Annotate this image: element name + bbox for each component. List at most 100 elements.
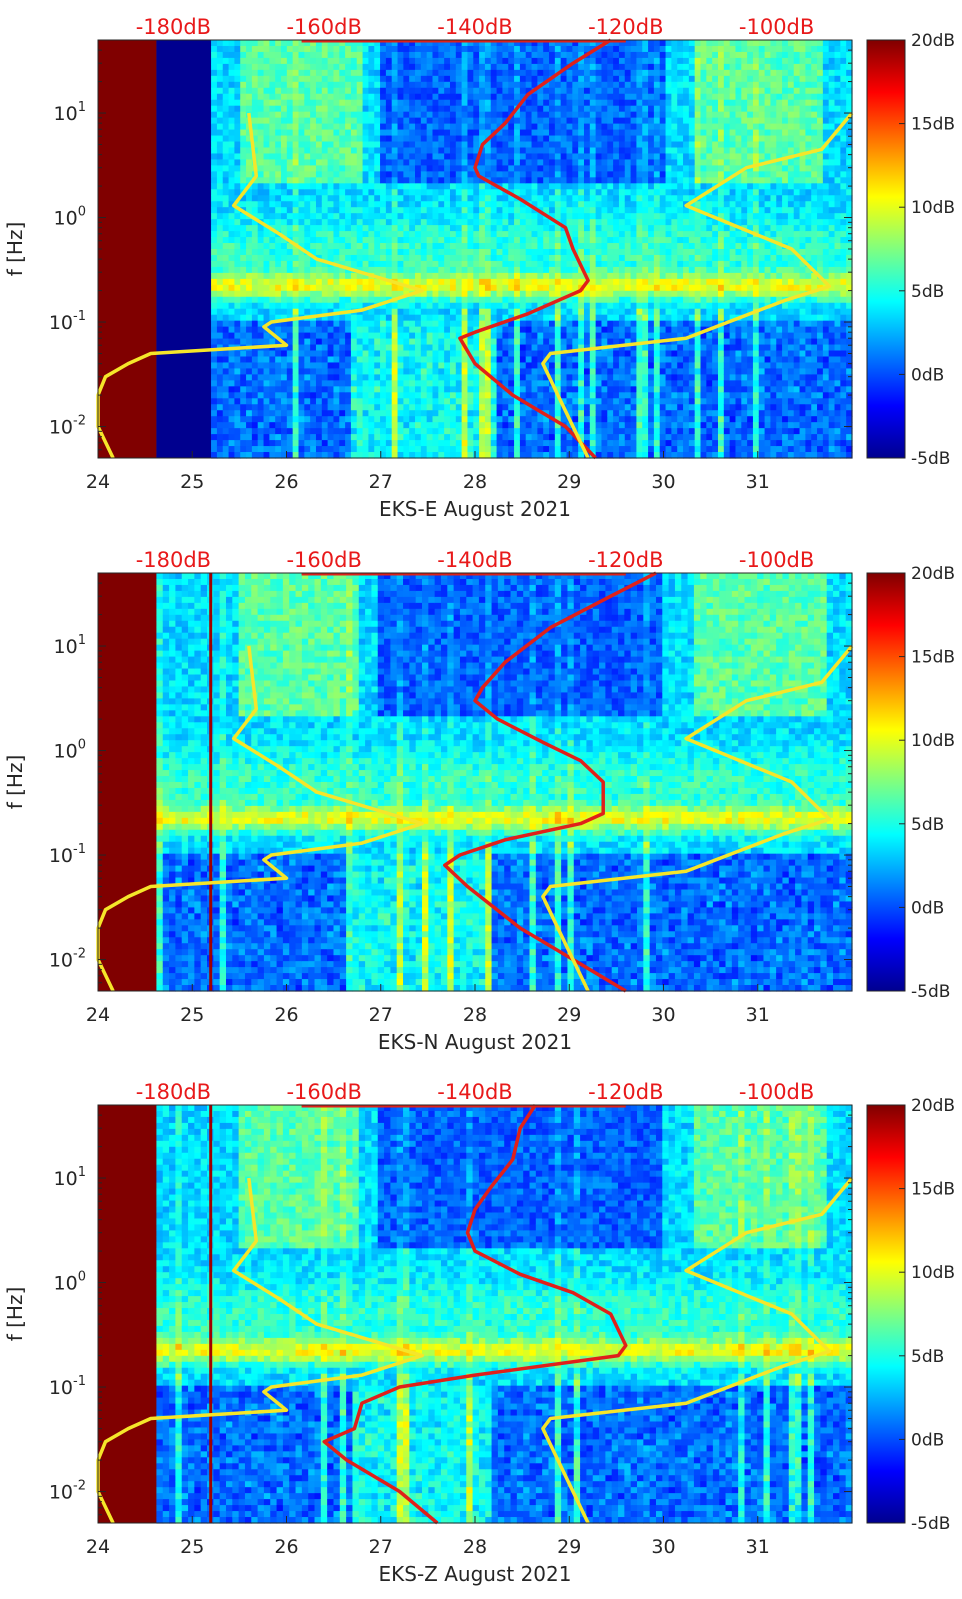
- panel-1-heatmap-cell: [543, 106, 549, 113]
- panel-1-heatmap-cell: [357, 255, 363, 262]
- panel-1-heatmap-cell: [287, 446, 293, 453]
- panel-1-heatmap-cell: [409, 333, 415, 340]
- panel-1-heatmap-cell: [590, 374, 596, 381]
- panel-1-heatmap-cell: [293, 64, 299, 71]
- panel-1-heatmap-cell: [333, 297, 339, 304]
- panel-1-heatmap-cell: [549, 58, 555, 65]
- panel-1-heatmap-cell: [438, 428, 444, 435]
- panel-1-heatmap-cell: [625, 177, 631, 184]
- panel-1-heatmap-cell: [607, 118, 613, 125]
- panel-1-heatmap-cell: [310, 297, 316, 304]
- panel-1-heatmap-cell: [497, 422, 503, 429]
- panel-1-heatmap-cell: [520, 171, 526, 178]
- panel-1-heatmap-cell: [299, 100, 305, 107]
- panel-1-heatmap-cell: [497, 374, 503, 381]
- panel-1-heatmap-cell: [363, 291, 369, 298]
- panel-1-heatmap-cell: [514, 446, 520, 453]
- panel-1-heatmap-cell: [607, 225, 613, 232]
- panel-1-heatmap-cell: [514, 356, 520, 363]
- panel-1-heatmap-cell: [567, 440, 573, 447]
- panel-1-heatmap-cell: [572, 368, 578, 375]
- panel-1-heatmap-cell: [316, 159, 322, 166]
- panel-1-heatmap-cell: [514, 345, 520, 352]
- panel-1-heatmap-cell: [508, 94, 514, 101]
- panel-1-heatmap-cell: [427, 368, 433, 375]
- panel-1-heatmap-cell: [578, 207, 584, 214]
- panel-1-heatmap-cell: [502, 213, 508, 220]
- panel-1-heatmap-cell: [450, 279, 456, 286]
- panel-1-heatmap-cell: [584, 88, 590, 95]
- panel-1-heatmap-cell: [427, 303, 433, 310]
- panel-1-heatmap-cell: [392, 333, 398, 340]
- panel-1-heatmap-cell: [322, 213, 328, 220]
- panel-1-heatmap-cell: [491, 297, 497, 304]
- panel-1-heatmap-cell: [497, 46, 503, 53]
- panel-1-heatmap-cell: [433, 351, 439, 358]
- panel-1-heatmap-cell: [613, 183, 619, 190]
- panel-1-heatmap-cell: [596, 225, 602, 232]
- panel-1-heatmap-cell: [275, 118, 281, 125]
- panel-1-heatmap-cell: [380, 237, 386, 244]
- panel-1-heatmap-cell: [211, 333, 217, 340]
- panel-1-heatmap-cell: [409, 434, 415, 441]
- panel-1-heatmap-cell: [304, 130, 310, 137]
- panel-1-heatmap-cell: [386, 153, 392, 160]
- panel-1-heatmap-cell: [526, 213, 532, 220]
- panel-1-heatmap-cell: [392, 201, 398, 208]
- panel-1-heatmap-cell: [258, 404, 264, 411]
- panel-1-heatmap-cell: [619, 434, 625, 441]
- panel-1-heatmap-cell: [351, 303, 357, 310]
- panel-1-heatmap-cell: [363, 177, 369, 184]
- panel-1-heatmap-cell: [357, 46, 363, 53]
- panel-1-heatmap-cell: [421, 362, 427, 369]
- panel-1-heatmap-cell: [479, 261, 485, 268]
- panel-1-heatmap-cell: [264, 434, 270, 441]
- panel-1-heatmap-cell: [229, 52, 235, 59]
- panel-1-heatmap-cell: [234, 52, 240, 59]
- panel-1-heatmap-cell: [613, 243, 619, 250]
- panel-1-heatmap-cell: [293, 213, 299, 220]
- panel-1-heatmap-cell: [287, 189, 293, 196]
- panel-1-heatmap-cell: [467, 124, 473, 131]
- panel-1-heatmap-cell: [543, 422, 549, 429]
- panel-1-heatmap-cell: [223, 356, 229, 363]
- panel-1-heatmap-cell: [433, 46, 439, 53]
- panel-1-heatmap-cell: [287, 249, 293, 256]
- panel-1-heatmap-cell: [234, 309, 240, 316]
- panel-1-heatmap-cell: [549, 327, 555, 334]
- panel-1-heatmap-cell: [234, 392, 240, 399]
- panel-1-heatmap-cell: [240, 374, 246, 381]
- panel-1-heatmap-cell: [398, 386, 404, 393]
- panel-1-heatmap-cell: [368, 380, 374, 387]
- panel-1-heatmap-cell: [229, 321, 235, 328]
- panel-1-heatmap-cell: [345, 64, 351, 71]
- panel-1-heatmap-cell: [479, 273, 485, 280]
- panel-1-heatmap-cell: [601, 189, 607, 196]
- panel-1-heatmap-cell: [333, 416, 339, 423]
- panel-1-heatmap-cell: [333, 380, 339, 387]
- panel-1-heatmap-cell: [380, 392, 386, 399]
- panel-1-heatmap-cell: [526, 345, 532, 352]
- panel-1-heatmap-cell: [462, 147, 468, 154]
- panel-1-heatmap-cell: [293, 380, 299, 387]
- panel-1-heatmap-cell: [520, 136, 526, 143]
- panel-1-heatmap-cell: [398, 189, 404, 196]
- panel-1-heatmap-cell: [339, 82, 345, 89]
- panel-1-heatmap-cell: [217, 88, 223, 95]
- panel-1-heatmap-cell: [526, 46, 532, 53]
- panel-1-heatmap-cell: [339, 249, 345, 256]
- panel-1-heatmap-cell: [549, 183, 555, 190]
- panel-1-heatmap-cell: [211, 404, 217, 411]
- panel-1-heatmap-cell: [269, 273, 275, 280]
- panel-1-heatmap-cell: [211, 82, 217, 89]
- panel-1-heatmap-cell: [491, 88, 497, 95]
- panel-1-heatmap-cell: [322, 142, 328, 149]
- panel-1-heatmap-cell: [398, 309, 404, 316]
- panel-1-heatmap-cell: [409, 416, 415, 423]
- panel-1-heatmap-cell: [316, 46, 322, 53]
- panel-1-heatmap-cell: [433, 315, 439, 322]
- panel-1-heatmap-cell: [229, 315, 235, 322]
- panel-1-heatmap-cell: [368, 446, 374, 453]
- panel-1-heatmap-cell: [485, 225, 491, 232]
- panel-1-heatmap-cell: [304, 52, 310, 59]
